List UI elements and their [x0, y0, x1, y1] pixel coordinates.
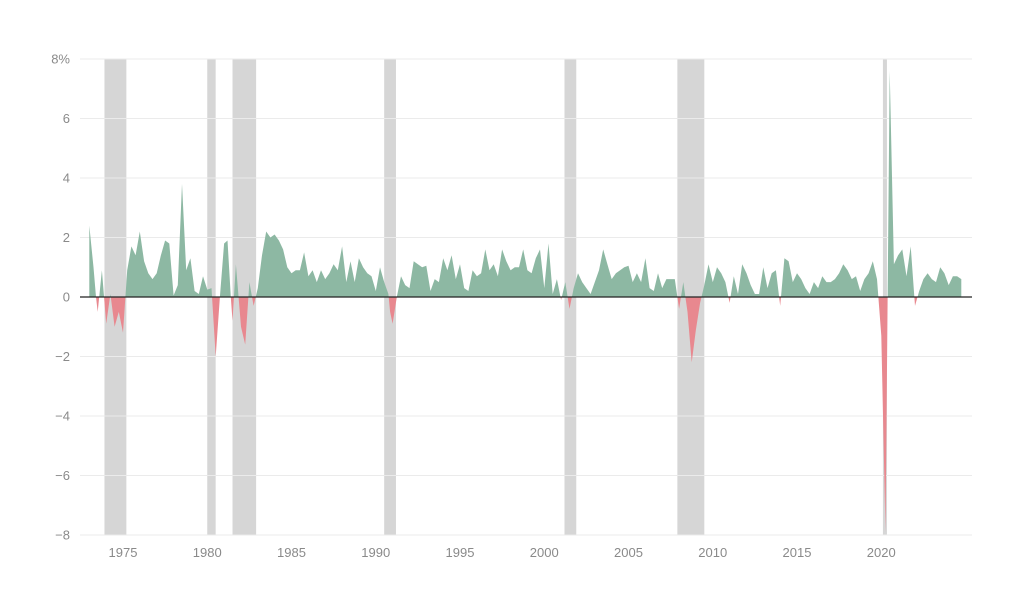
y-tick-label: 4 [63, 171, 70, 186]
x-axis-labels: 1975 1980 1985 1990 1995 2000 2005 2010 2015 2020 [109, 545, 896, 560]
y-tick-label: −2 [55, 349, 70, 364]
grid-lines [80, 58, 972, 536]
positive-area [89, 70, 962, 297]
x-tick-label: 2020 [867, 545, 896, 560]
x-tick-label: 2005 [614, 545, 643, 560]
y-tick-label: 2 [63, 230, 70, 245]
x-tick-label: 1985 [277, 545, 306, 560]
x-tick-label: 1980 [193, 545, 222, 560]
y-tick-label: 0 [63, 290, 70, 305]
x-tick-label: 2010 [698, 545, 727, 560]
x-tick-label: 1990 [361, 545, 390, 560]
x-tick-label: 1995 [446, 545, 475, 560]
y-tick-label: 6 [63, 111, 70, 126]
x-tick-label: 2015 [783, 545, 812, 560]
y-tick-label: −6 [55, 468, 70, 483]
x-tick-label: 1975 [109, 545, 138, 560]
y-tick-label: 8% [51, 52, 70, 67]
negative-area [89, 297, 962, 532]
y-tick-label: −4 [55, 409, 70, 424]
y-tick-label: −8 [55, 528, 70, 543]
y-axis-labels: 8% 6 4 2 0 −2 −4 −6 −8 [51, 52, 70, 543]
x-tick-label: 2000 [530, 545, 559, 560]
